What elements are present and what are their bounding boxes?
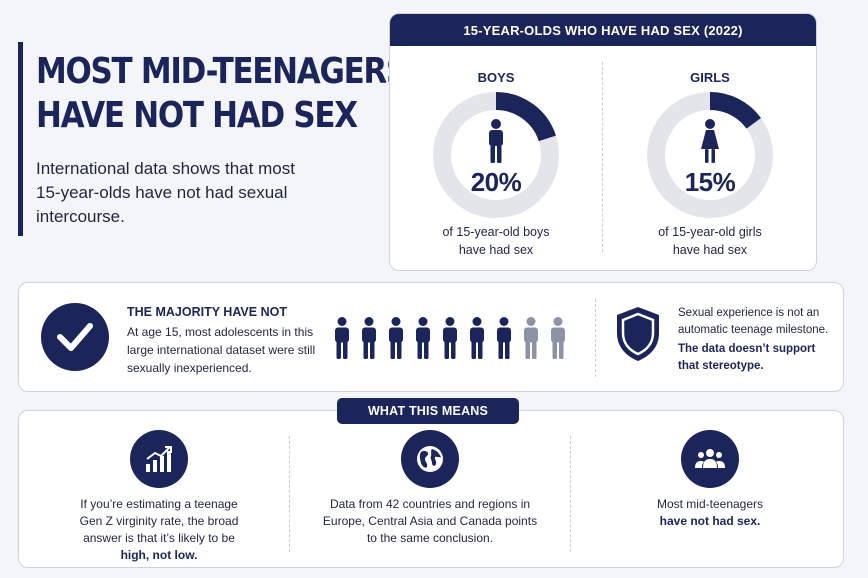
person-icon-highlighted [335, 317, 349, 359]
meaning-col-countries: Data from 42 countries and regions in Eu… [305, 430, 555, 547]
stats-divider [602, 62, 603, 252]
estimate-text: If you’re estimating a teenage Gen Z vir… [68, 496, 250, 564]
milestone-claim: Sexual experience is not an automatic te… [678, 307, 829, 336]
boys-label: BOYS [477, 70, 515, 85]
meaning-col-conclusion: Most mid-teenagers have not had sex. [585, 430, 835, 530]
conclusion-text-body: Most mid-teenagers [656, 497, 764, 511]
page-subtitle: International data shows that most 15-ye… [36, 159, 295, 226]
checkmark-icon [41, 303, 109, 371]
boys-caption-line-1: of 15-year-old boys [442, 225, 550, 239]
meaning-divider-1 [289, 436, 290, 552]
majority-divider [595, 299, 596, 377]
girl-figure-icon [701, 119, 719, 163]
girls-caption: of 15-year-old girls have had sex [604, 223, 816, 259]
majority-heading: THE MAJORITY HAVE NOT [127, 305, 287, 319]
person-icon-muted [551, 317, 565, 359]
meaning-col-estimate: If you’re estimating a teenage Gen Z vir… [34, 430, 284, 564]
stats-heading: 15-YEAR-OLDS WHO HAVE HAD SEX (2022) [390, 14, 816, 46]
people-pictogram [333, 317, 567, 359]
meaning-tab: WHAT THIS MEANS [337, 398, 519, 424]
majority-card: THE MAJORITY HAVE NOT At age 15, most ad… [18, 282, 844, 392]
title-accent-bar [18, 42, 23, 236]
girls-label: GIRLS [690, 70, 730, 85]
conclusion-text-bold: have not had sex. [659, 514, 761, 528]
estimate-text-bold: high, not low. [120, 548, 198, 562]
boys-caption-line-2: have had sex [458, 243, 534, 257]
girls-percent: 15% [684, 167, 736, 197]
boys-caption: of 15-year-old boys have had sex [390, 223, 602, 259]
group-icon [681, 430, 739, 488]
boys-percent: 20% [470, 167, 522, 197]
girls-donut: 15% [646, 91, 774, 219]
countries-text: Data from 42 countries and regions in Eu… [322, 497, 538, 545]
person-icon-highlighted [389, 317, 403, 359]
person-icon-muted [524, 317, 538, 359]
title-line-2: HAVE NOT HAD SEX [36, 95, 358, 136]
girls-donut-arc [647, 92, 773, 218]
boys-donut: 20% [432, 91, 560, 219]
page-title: MOST MID-TEENAGERS HAVE NOT HAD SEX [36, 50, 408, 138]
estimate-text-body: If you’re estimating a teenage Gen Z vir… [79, 497, 239, 545]
girls-caption-line-1: of 15-year-old girls [658, 225, 762, 239]
conclusion-text: Most mid-teenagers have not had sex. [630, 496, 790, 530]
person-icon-highlighted [416, 317, 430, 359]
person-icon-highlighted [497, 317, 511, 359]
girls-stat: GIRLS 15% of 15-year-old girls have had … [604, 46, 816, 270]
boys-stat: BOYS 20% of 15-year-old boys have had se… [390, 46, 602, 270]
boys-donut-arc [433, 92, 559, 218]
meaning-divider-2 [570, 436, 571, 552]
title-line-1: MOST MID-TEENAGERS [36, 51, 408, 92]
person-icon-highlighted [443, 317, 457, 359]
majority-text: At age 15, most adolescents in this larg… [127, 325, 316, 375]
shield-icon [617, 307, 659, 361]
person-icon-highlighted [362, 317, 376, 359]
person-icon-highlighted [470, 317, 484, 359]
globe-icon [401, 430, 459, 488]
boy-figure-icon [489, 119, 503, 163]
stereotype-claim: The data doesn’t support that stereotype… [678, 343, 816, 372]
stats-card: 15-YEAR-OLDS WHO HAVE HAD SEX (2022) BOY… [389, 13, 817, 271]
chart-growth-icon [130, 430, 188, 488]
girls-caption-line-2: have had sex [672, 243, 748, 257]
